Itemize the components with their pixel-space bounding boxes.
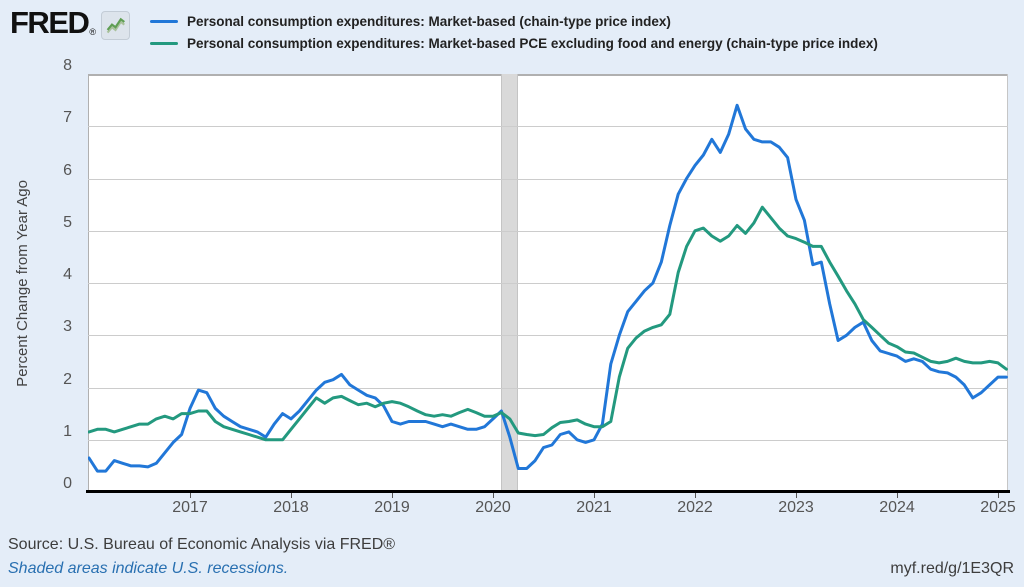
gridline: [88, 126, 1008, 128]
gridline: [88, 178, 1008, 180]
y-tick-label: 3: [63, 318, 72, 336]
x-tick-label: 2025: [980, 499, 1016, 516]
x-axis-line: [86, 490, 1010, 493]
registered-mark: ®: [89, 27, 97, 37]
x-tick-mark: [594, 493, 595, 498]
y-tick-label: 7: [63, 109, 72, 127]
gridline: [88, 230, 1008, 232]
fred-logo[interactable]: FRED ®: [10, 5, 131, 40]
legend-label: Personal consumption expenditures: Marke…: [187, 13, 671, 29]
x-tick-mark: [796, 493, 797, 498]
x-tick-label: 2017: [172, 499, 208, 516]
legend-item-market-based: Personal consumption expenditures: Marke…: [150, 10, 878, 32]
y-tick-label: 4: [63, 266, 72, 283]
recessions-link[interactable]: Shaded areas indicate U.S. recessions.: [8, 560, 289, 577]
y-tick-label: 0: [63, 475, 72, 492]
short-url: myf.red/g/1E3QR: [890, 560, 1014, 577]
y-tick-label: 6: [63, 161, 72, 179]
gridline: [88, 335, 1008, 337]
legend-label: Personal consumption expenditures: Marke…: [187, 35, 878, 51]
y-tick-label: 8: [63, 57, 72, 74]
gridline: [88, 439, 1008, 441]
y-tick-label: 2: [63, 370, 72, 388]
x-tick-label: 2024: [879, 499, 915, 516]
x-tick-label: 2022: [677, 499, 713, 516]
x-tick-mark: [291, 493, 292, 498]
x-tick-mark: [493, 493, 494, 498]
series-line-market-based: [88, 103, 1008, 473]
plot-area: [88, 74, 1008, 492]
x-tick-label: 2021: [576, 499, 612, 516]
x-tick-mark: [190, 493, 191, 498]
x-tick-mark: [998, 493, 999, 498]
legend: Personal consumption expenditures: Marke…: [150, 10, 878, 54]
x-tick-label: 2020: [475, 499, 511, 516]
x-tick-label: 2018: [273, 499, 309, 516]
series-line-market-based-core: [88, 205, 1008, 442]
x-tick-label: 2019: [374, 499, 410, 516]
gridline: [88, 283, 1008, 284]
source-note: Source: U.S. Bureau of Economic Analysis…: [8, 536, 396, 553]
plot-border-top: [88, 74, 1008, 76]
x-tick-label: 2023: [778, 499, 814, 516]
legend-swatch-core: [150, 41, 178, 45]
fred-logo-text: FRED: [10, 5, 90, 40]
legend-item-market-based-core: Personal consumption expenditures: Marke…: [150, 32, 878, 54]
gridline: [88, 387, 1008, 389]
x-tick-mark: [695, 493, 696, 498]
y-tick-label: 1: [63, 422, 72, 440]
legend-swatch-market-based: [150, 19, 178, 23]
x-tick-mark: [392, 493, 393, 498]
sparkline-icon: [101, 11, 131, 40]
y-tick-label: 5: [63, 213, 72, 231]
x-tick-mark: [897, 493, 898, 498]
